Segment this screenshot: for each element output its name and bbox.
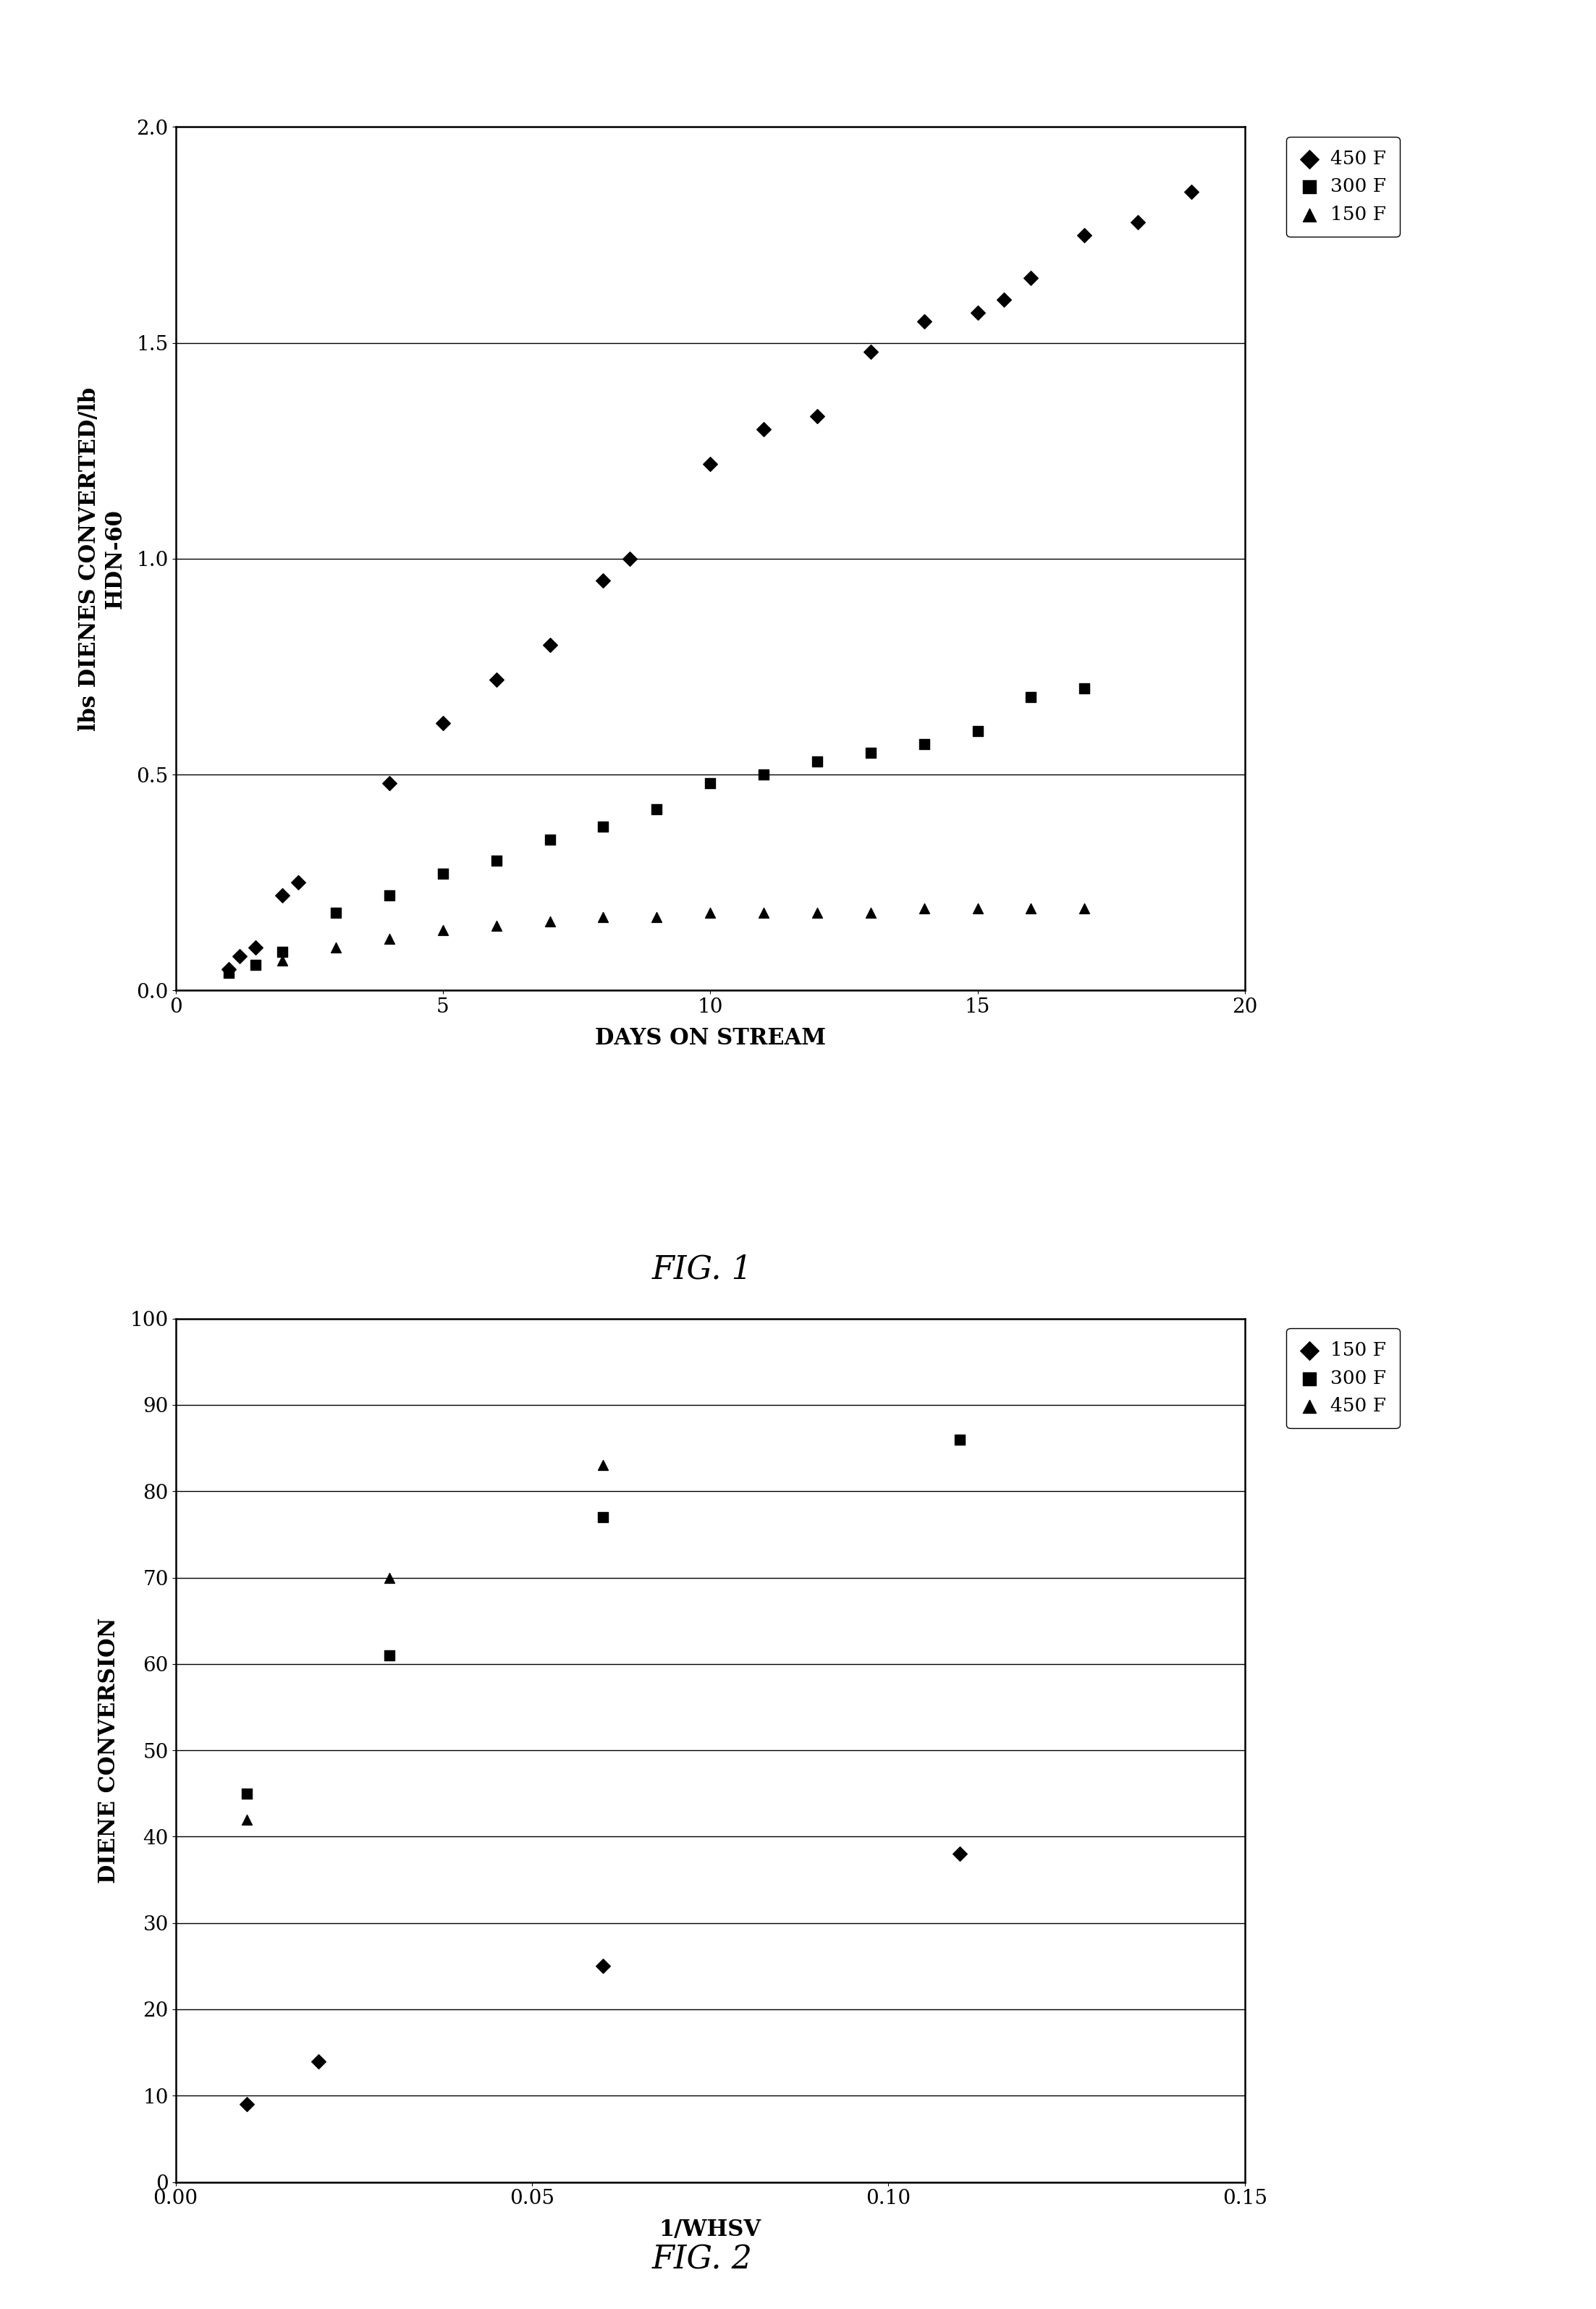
Legend: 450 F, 300 F, 150 F: 450 F, 300 F, 150 F [1286, 136, 1400, 238]
150 F [322, 928, 350, 965]
150 F [752, 894, 777, 931]
300 F [431, 854, 456, 891]
300 F [217, 954, 243, 991]
X-axis label: 1/WHSV: 1/WHSV [659, 2219, 761, 2242]
300 F [377, 877, 402, 914]
150 F [1073, 889, 1098, 926]
150 F [804, 894, 830, 931]
X-axis label: DAYS ON STREAM: DAYS ON STREAM [595, 1028, 825, 1051]
300 F [591, 1499, 616, 1535]
300 F [322, 894, 350, 931]
150 F [484, 907, 509, 944]
150 F [235, 2085, 260, 2122]
450 F [377, 764, 402, 801]
150 F [1018, 889, 1044, 926]
Text: FIG. 1: FIG. 1 [651, 1254, 753, 1286]
450 F [1018, 259, 1044, 296]
150 F [305, 2043, 330, 2080]
Y-axis label: lbs DIENES CONVERTED/lb
HDN-60: lbs DIENES CONVERTED/lb HDN-60 [78, 386, 126, 730]
450 F [991, 282, 1017, 319]
450 F [804, 397, 830, 434]
150 F [431, 912, 456, 949]
Legend: 150 F, 300 F, 450 F: 150 F, 300 F, 450 F [1286, 1328, 1400, 1429]
300 F [235, 1776, 260, 1813]
300 F [804, 743, 830, 780]
Text: FIG. 2: FIG. 2 [651, 2244, 753, 2277]
150 F [645, 898, 670, 935]
450 F [1125, 203, 1151, 240]
300 F [645, 790, 670, 827]
450 F [697, 446, 723, 483]
300 F [697, 764, 723, 801]
300 F [243, 947, 268, 984]
150 F [591, 898, 616, 935]
450 F [270, 877, 295, 914]
150 F [270, 942, 295, 979]
150 F [536, 903, 562, 940]
450 F [859, 332, 884, 369]
300 F [1018, 679, 1044, 716]
450 F [618, 540, 643, 577]
300 F [964, 713, 990, 750]
450 F [484, 660, 509, 697]
450 F [1073, 217, 1098, 254]
300 F [484, 843, 509, 880]
300 F [591, 808, 616, 845]
450 F [227, 937, 252, 974]
300 F [536, 822, 562, 859]
150 F [964, 889, 990, 926]
300 F [946, 1420, 972, 1457]
150 F [697, 894, 723, 931]
450 F [591, 1448, 616, 1485]
450 F [217, 951, 243, 988]
150 F [946, 1836, 972, 1873]
300 F [377, 1637, 402, 1674]
300 F [270, 933, 295, 970]
450 F [286, 864, 311, 901]
450 F [377, 1559, 402, 1596]
450 F [431, 704, 456, 741]
450 F [911, 302, 937, 339]
450 F [752, 411, 777, 448]
450 F [1178, 173, 1205, 210]
150 F [591, 1949, 616, 1986]
150 F [911, 889, 937, 926]
Y-axis label: DIENE CONVERSION: DIENE CONVERSION [97, 1616, 120, 1884]
300 F [859, 734, 884, 771]
150 F [859, 894, 884, 931]
450 F [243, 928, 268, 965]
450 F [235, 1801, 260, 1838]
300 F [752, 755, 777, 792]
150 F [377, 921, 402, 958]
300 F [1073, 670, 1098, 707]
300 F [911, 725, 937, 762]
450 F [964, 293, 990, 330]
450 F [591, 561, 616, 598]
450 F [536, 626, 562, 663]
